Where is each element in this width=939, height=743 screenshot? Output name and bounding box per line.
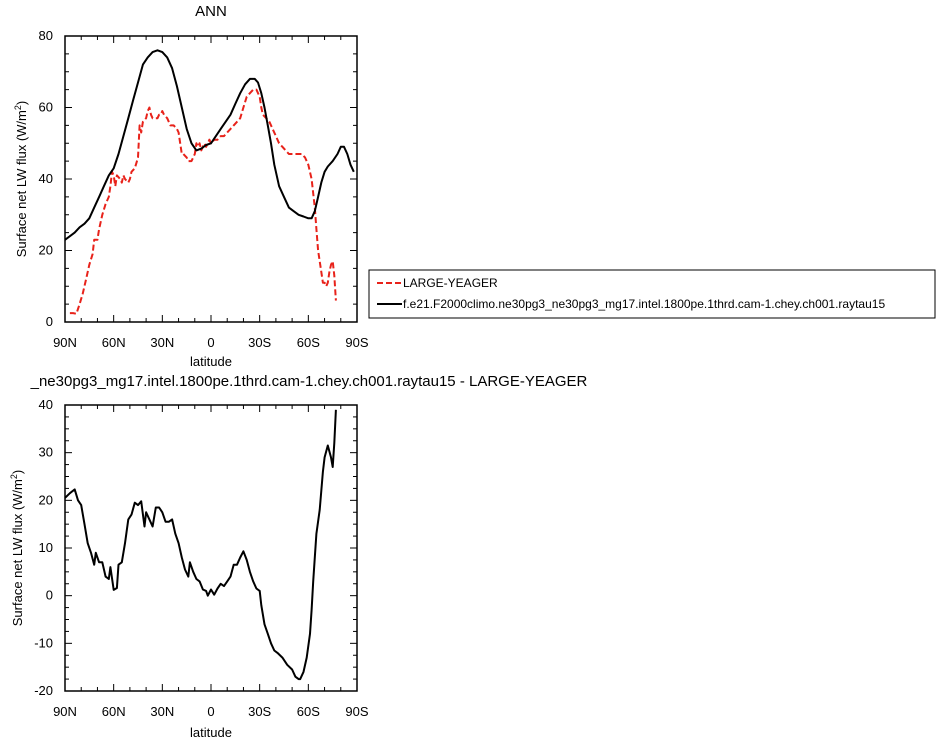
- x-tick-label: 60S: [297, 335, 320, 350]
- y-tick-label: 20: [39, 492, 53, 507]
- series-line-large-yeager: [69, 88, 337, 315]
- y-tick-label: 0: [46, 314, 53, 329]
- plot-frame: [64, 404, 358, 692]
- x-tick-label: 90N: [53, 704, 77, 719]
- x-tick-label: 30S: [248, 335, 271, 350]
- x-axis-title: latitude: [190, 725, 232, 740]
- x-axis: 90N 60N 30N 0 30S 60S 90S: [53, 36, 369, 350]
- legend-label-raytau15: f.e21.F2000climo.ne30pg3_ne30pg3_mg17.in…: [403, 297, 885, 311]
- y-tick-label: 20: [39, 243, 53, 258]
- y-tick-label: 40: [39, 397, 53, 412]
- chart-title: ANN: [195, 3, 227, 20]
- legend: LARGE-YEAGER f.e21.F2000climo.ne30pg3_ne…: [368, 269, 936, 319]
- y-axis: 0 20 40 60 80: [39, 28, 357, 329]
- y-tick-label: 60: [39, 100, 53, 115]
- series-line-difference: [64, 409, 337, 681]
- y-axis-title: Surface net LW flux (W/m2): [9, 470, 25, 627]
- chart-title: _ne30pg3_mg17.intel.1800pe.1thrd.cam-1.c…: [30, 373, 588, 390]
- top-panel: ANN 0 20 40 60 80 90N 60N 30N 0 30S 60S 90S latitu…: [13, 3, 369, 369]
- x-axis: 90N 60N 30N 0 30S 60S 90S: [53, 405, 369, 719]
- legend-label-large-yeager: LARGE-YEAGER: [403, 276, 498, 290]
- x-tick-label: 60N: [102, 335, 126, 350]
- y-tick-label: -10: [34, 635, 53, 650]
- series-line-raytau15: [64, 49, 355, 241]
- x-tick-label: 30S: [248, 704, 271, 719]
- x-tick-label: 0: [207, 704, 214, 719]
- x-tick-label: 60N: [102, 704, 126, 719]
- y-axis-title: Surface net LW flux (W/m2): [13, 101, 29, 258]
- legend-box: [368, 269, 936, 319]
- x-tick-label: 60S: [297, 704, 320, 719]
- y-tick-label: 10: [39, 540, 53, 555]
- x-tick-label: 0: [207, 335, 214, 350]
- plot-area: [64, 409, 337, 681]
- y-tick-label: 80: [39, 28, 53, 43]
- x-axis-title: latitude: [190, 354, 232, 369]
- y-tick-label: -20: [34, 683, 53, 698]
- y-tick-label: 0: [46, 588, 53, 603]
- x-tick-label: 30N: [150, 335, 174, 350]
- x-tick-label: 90S: [345, 704, 368, 719]
- y-tick-label: 40: [39, 171, 53, 186]
- x-tick-label: 90N: [53, 335, 77, 350]
- y-axis: -20 -10 0 10 20 30 40: [34, 397, 357, 698]
- x-tick-label: 30N: [150, 704, 174, 719]
- bottom-panel: _ne30pg3_mg17.intel.1800pe.1thrd.cam-1.c…: [9, 373, 588, 740]
- y-tick-label: 30: [39, 445, 53, 460]
- x-tick-label: 90S: [345, 335, 368, 350]
- plot-frame: [64, 35, 358, 323]
- plot-area: [64, 49, 355, 315]
